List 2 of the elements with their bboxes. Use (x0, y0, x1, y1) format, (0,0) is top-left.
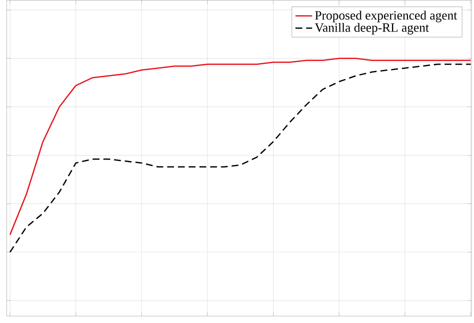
legend-label: Vanilla deep-RL agent (314, 23, 429, 35)
legend-label: Proposed experienced agent (315, 10, 458, 22)
